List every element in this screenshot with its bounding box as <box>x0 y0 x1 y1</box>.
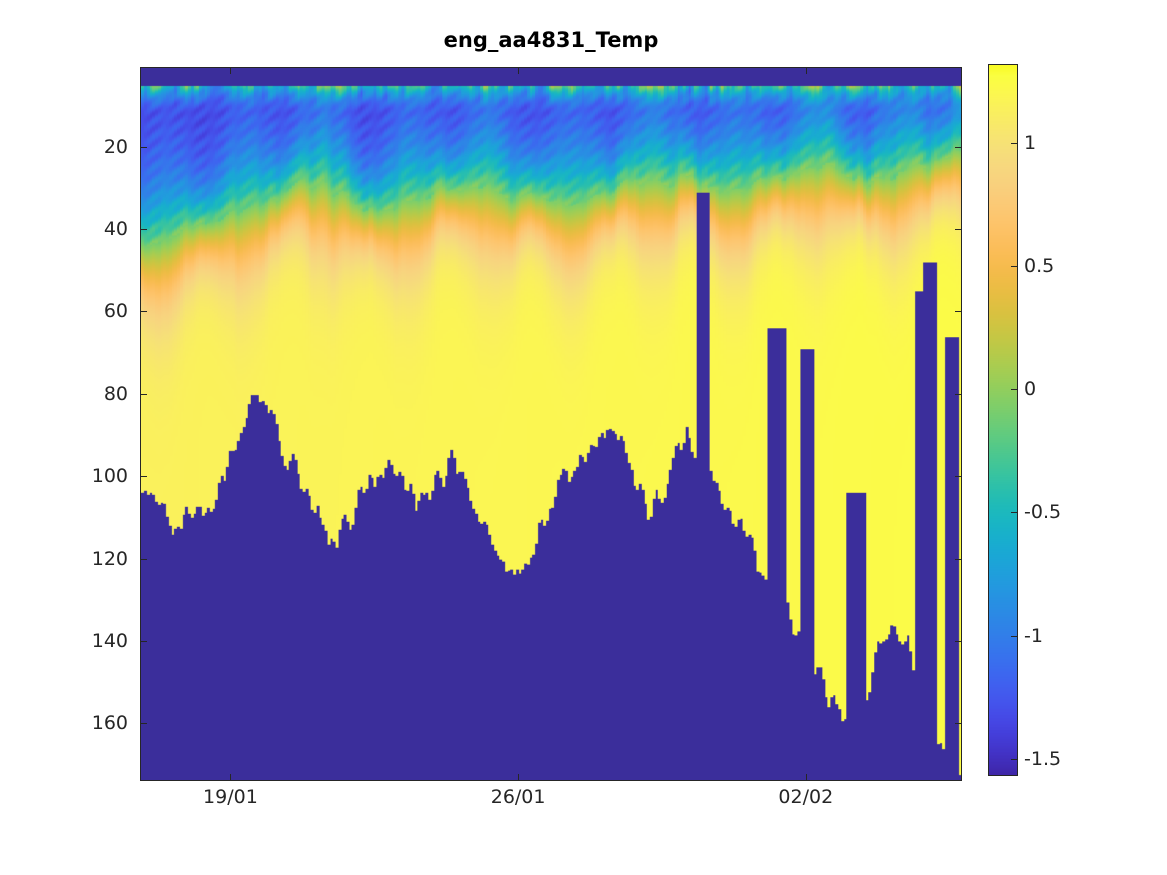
y-tick-mark <box>140 228 147 230</box>
y-tick-mark <box>140 723 147 725</box>
y-tick-mark-right <box>955 228 962 230</box>
y-tick-mark <box>140 146 147 148</box>
x-tick-mark <box>518 774 520 781</box>
y-tick-mark-right <box>955 146 962 148</box>
y-tick-label: 140 <box>91 629 128 652</box>
colorbar-tick-mark <box>1011 142 1018 144</box>
page-title: eng_aa4831_Temp <box>443 28 659 52</box>
heatmap-axes[interactable] <box>140 67 962 781</box>
y-tick-label: 80 <box>103 382 128 405</box>
y-tick-label: 60 <box>103 300 128 323</box>
y-tick-mark-right <box>955 311 962 313</box>
y-tick-mark-right <box>955 723 962 725</box>
x-tick-label: 02/02 <box>778 786 834 808</box>
temperature-section-heatmap <box>141 68 961 780</box>
x-tick-mark-top <box>230 67 232 74</box>
y-tick-label: 40 <box>103 217 128 240</box>
colorbar-tick-label: 0.5 <box>1024 255 1055 278</box>
y-tick-label: 160 <box>91 712 128 735</box>
colorbar-tick-label: -1.5 <box>1024 747 1062 770</box>
colorbar-tick-label: 0 <box>1024 378 1037 401</box>
y-tick-mark <box>140 311 147 313</box>
colorbar-tick-label: -0.5 <box>1024 501 1062 524</box>
x-tick-label: 26/01 <box>490 786 546 808</box>
colorbar-tick-label: -1 <box>1024 624 1043 647</box>
x-tick-mark <box>805 774 807 781</box>
y-tick-label: 20 <box>103 135 128 158</box>
colorbar-tick-mark <box>1011 635 1018 637</box>
x-tick-mark <box>230 774 232 781</box>
x-tick-label: 19/01 <box>203 786 258 808</box>
y-tick-mark-right <box>955 640 962 642</box>
colorbar-tick-mark <box>1011 389 1018 391</box>
colorbar-gradient <box>989 65 1017 775</box>
x-tick-mark-top <box>805 67 807 74</box>
y-tick-mark-right <box>955 476 962 478</box>
y-tick-label: 120 <box>91 547 128 570</box>
colorbar-tick-mark <box>1011 758 1018 760</box>
colorbar[interactable] <box>988 64 1018 776</box>
y-tick-mark <box>140 393 147 395</box>
y-tick-mark <box>140 558 147 560</box>
colorbar-tick-label: 1 <box>1024 131 1037 154</box>
y-tick-mark <box>140 640 147 642</box>
y-tick-label: 100 <box>91 465 128 488</box>
colorbar-tick-mark <box>1011 512 1018 514</box>
y-tick-mark-right <box>955 393 962 395</box>
y-tick-mark <box>140 476 147 478</box>
colorbar-tick-mark <box>1011 266 1018 268</box>
y-tick-mark-right <box>955 558 962 560</box>
x-tick-mark-top <box>518 67 520 74</box>
